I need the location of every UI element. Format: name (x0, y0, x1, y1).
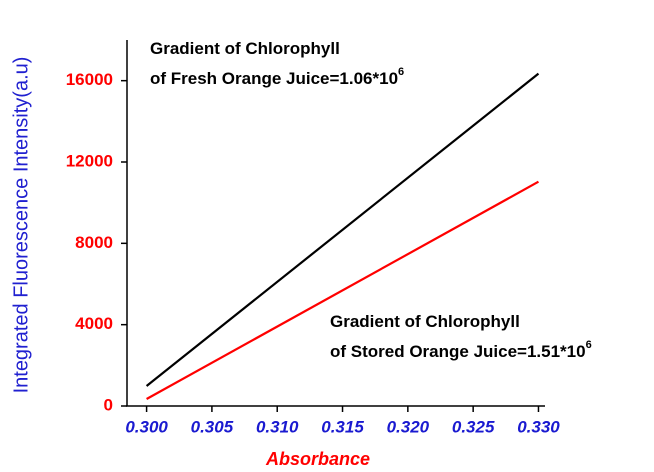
x-tick-label: 0.310 (256, 417, 299, 436)
y-axis-label: Integrated Fluorescence Intensity(a.u) (10, 57, 32, 394)
y-tick-label: 8000 (75, 233, 113, 252)
annotation-text: of Fresh Orange Juice=1.06*10 (150, 69, 398, 88)
annotation-text: of Stored Orange Juice=1.51*10 (330, 342, 586, 361)
x-tick-label: 0.315 (321, 417, 364, 436)
x-tick-label: 0.305 (191, 417, 234, 436)
y-tick-label: 12000 (66, 151, 113, 170)
y-tick-label: 16000 (66, 70, 113, 89)
y-tick-label: 0 (104, 395, 113, 414)
annotation: of Stored Orange Juice=1.51*106 (330, 339, 592, 362)
annotation-sup: 6 (586, 339, 592, 351)
x-tick-label: 0.325 (452, 417, 495, 436)
x-axis-label: Absorbance (265, 449, 370, 469)
annotation: Gradient of Chlorophyll (150, 39, 340, 58)
annotation-text: Gradient of Chlorophyll (150, 39, 340, 58)
x-tick-label: 0.330 (517, 417, 560, 436)
x-tick-label: 0.300 (125, 417, 168, 436)
annotation: of Fresh Orange Juice=1.06*106 (150, 66, 404, 89)
y-tick-label: 4000 (75, 314, 113, 333)
series-line (145, 72, 540, 387)
series-line (146, 180, 540, 400)
x-tick-label: 0.320 (387, 417, 430, 436)
annotation: Gradient of Chlorophyll (330, 312, 520, 331)
annotation-text: Gradient of Chlorophyll (330, 312, 520, 331)
annotation-sup: 6 (398, 66, 404, 78)
